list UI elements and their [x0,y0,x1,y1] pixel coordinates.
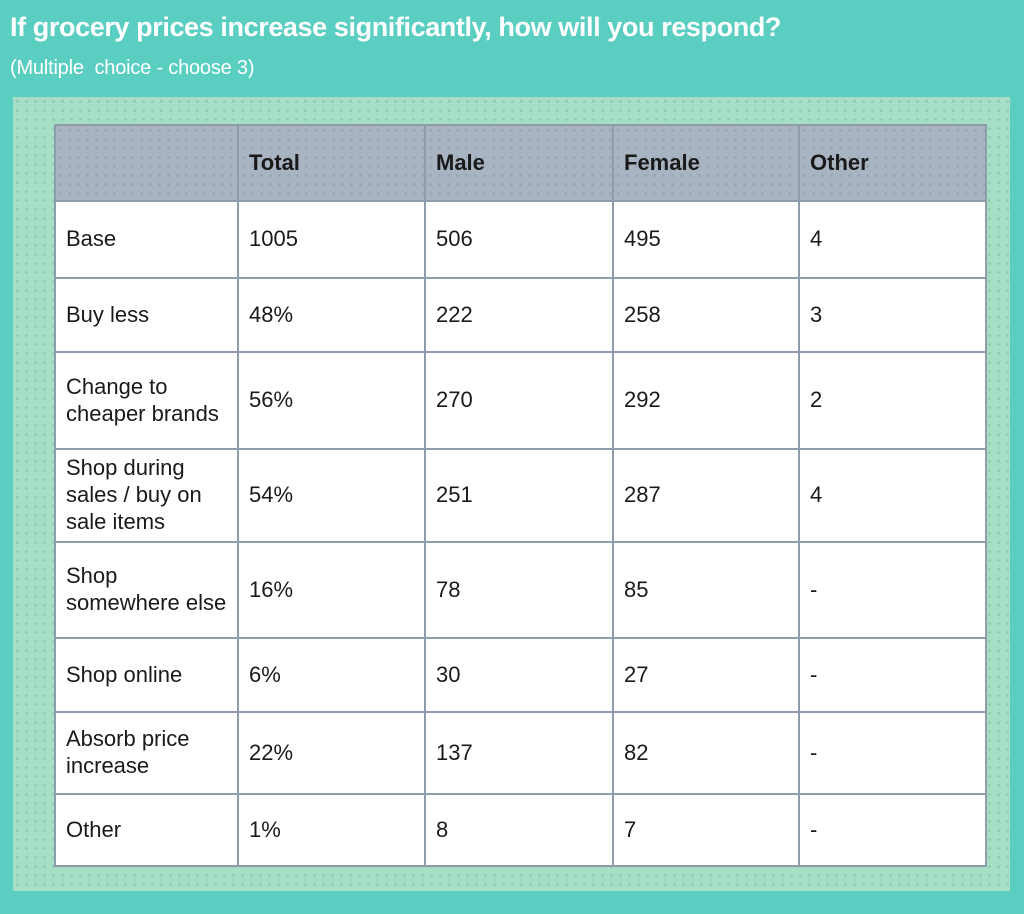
column-header-male: Male [424,124,614,202]
cell-female: 287 [612,448,800,543]
title-block: If grocery prices increase significantly… [10,12,1010,80]
cell-total: 54% [237,448,426,543]
cell-total: 22% [237,711,426,795]
cell-male: 506 [424,200,614,279]
row-label: Shop somewhere else [54,541,239,639]
table-row: Other 1% 8 7- [54,793,987,867]
cell-other: 4 [798,448,987,543]
cell-other: - [798,793,987,867]
cell-male: 222 [424,277,614,353]
cell-male: 30 [424,637,614,713]
row-label: Shop during sales / buy on sale items [54,448,239,543]
column-header-female: Female [612,124,800,202]
cell-other: 2 [798,351,987,450]
header-row: Total Male Female Other [54,124,987,202]
cell-other: - [798,711,987,795]
cell-female: 495 [612,200,800,279]
row-label: Change to cheaper brands [54,351,239,450]
cell-female: 292 [612,351,800,450]
row-label: Base [54,200,239,279]
cell-total: 6% [237,637,426,713]
cell-female: 85 [612,541,800,639]
table-row: Change to cheaper brands 56% 270 292 2 [54,351,987,450]
results-table: Total Male Female Other Base 1005 506 495 4 B… [54,124,987,867]
cell-total: 1005 [237,200,426,279]
column-header-total: Total [237,124,426,202]
cell-other: - [798,637,987,713]
table-row: Buy less 48% 222 258 3 [54,277,987,353]
table-row: Shop during sales / buy on sale items 54%… [54,448,987,543]
cell-total: 56% [237,351,426,450]
cell-total: 48% [237,277,426,353]
cell-other: - [798,541,987,639]
table-row: Shop somewhere else 16% 78 85- [54,541,987,639]
column-header-other: Other [798,124,987,202]
cell-male: 251 [424,448,614,543]
page-subtitle: (Multiple choice - choose 3) [10,56,255,79]
table-body: Base 1005 506 495 4 Buy less 48% 222 258 3 Change … [54,200,987,867]
row-label: Absorb price increase [54,711,239,795]
cell-male: 78 [424,541,614,639]
table-row: Shop online 6% 30 27- [54,637,987,713]
cell-other: 3 [798,277,987,353]
table-row: Base 1005 506 495 4 [54,200,987,279]
column-header-blank [54,124,239,202]
cell-male: 137 [424,711,614,795]
cell-female: 27 [612,637,800,713]
cell-female: 258 [612,277,800,353]
page-title: If grocery prices increase significantly… [10,12,782,42]
row-label: Other [54,793,239,867]
cell-female: 82 [612,711,800,795]
cell-total: 16% [237,541,426,639]
cell-other: 4 [798,200,987,279]
cell-male: 270 [424,351,614,450]
table-row: Absorb price increase 22% 137 82- [54,711,987,795]
row-label: Shop online [54,637,239,713]
cell-total: 1% [237,793,426,867]
row-label: Buy less [54,277,239,353]
cell-male: 8 [424,793,614,867]
table-header: Total Male Female Other [54,124,987,202]
cell-female: 7 [612,793,800,867]
